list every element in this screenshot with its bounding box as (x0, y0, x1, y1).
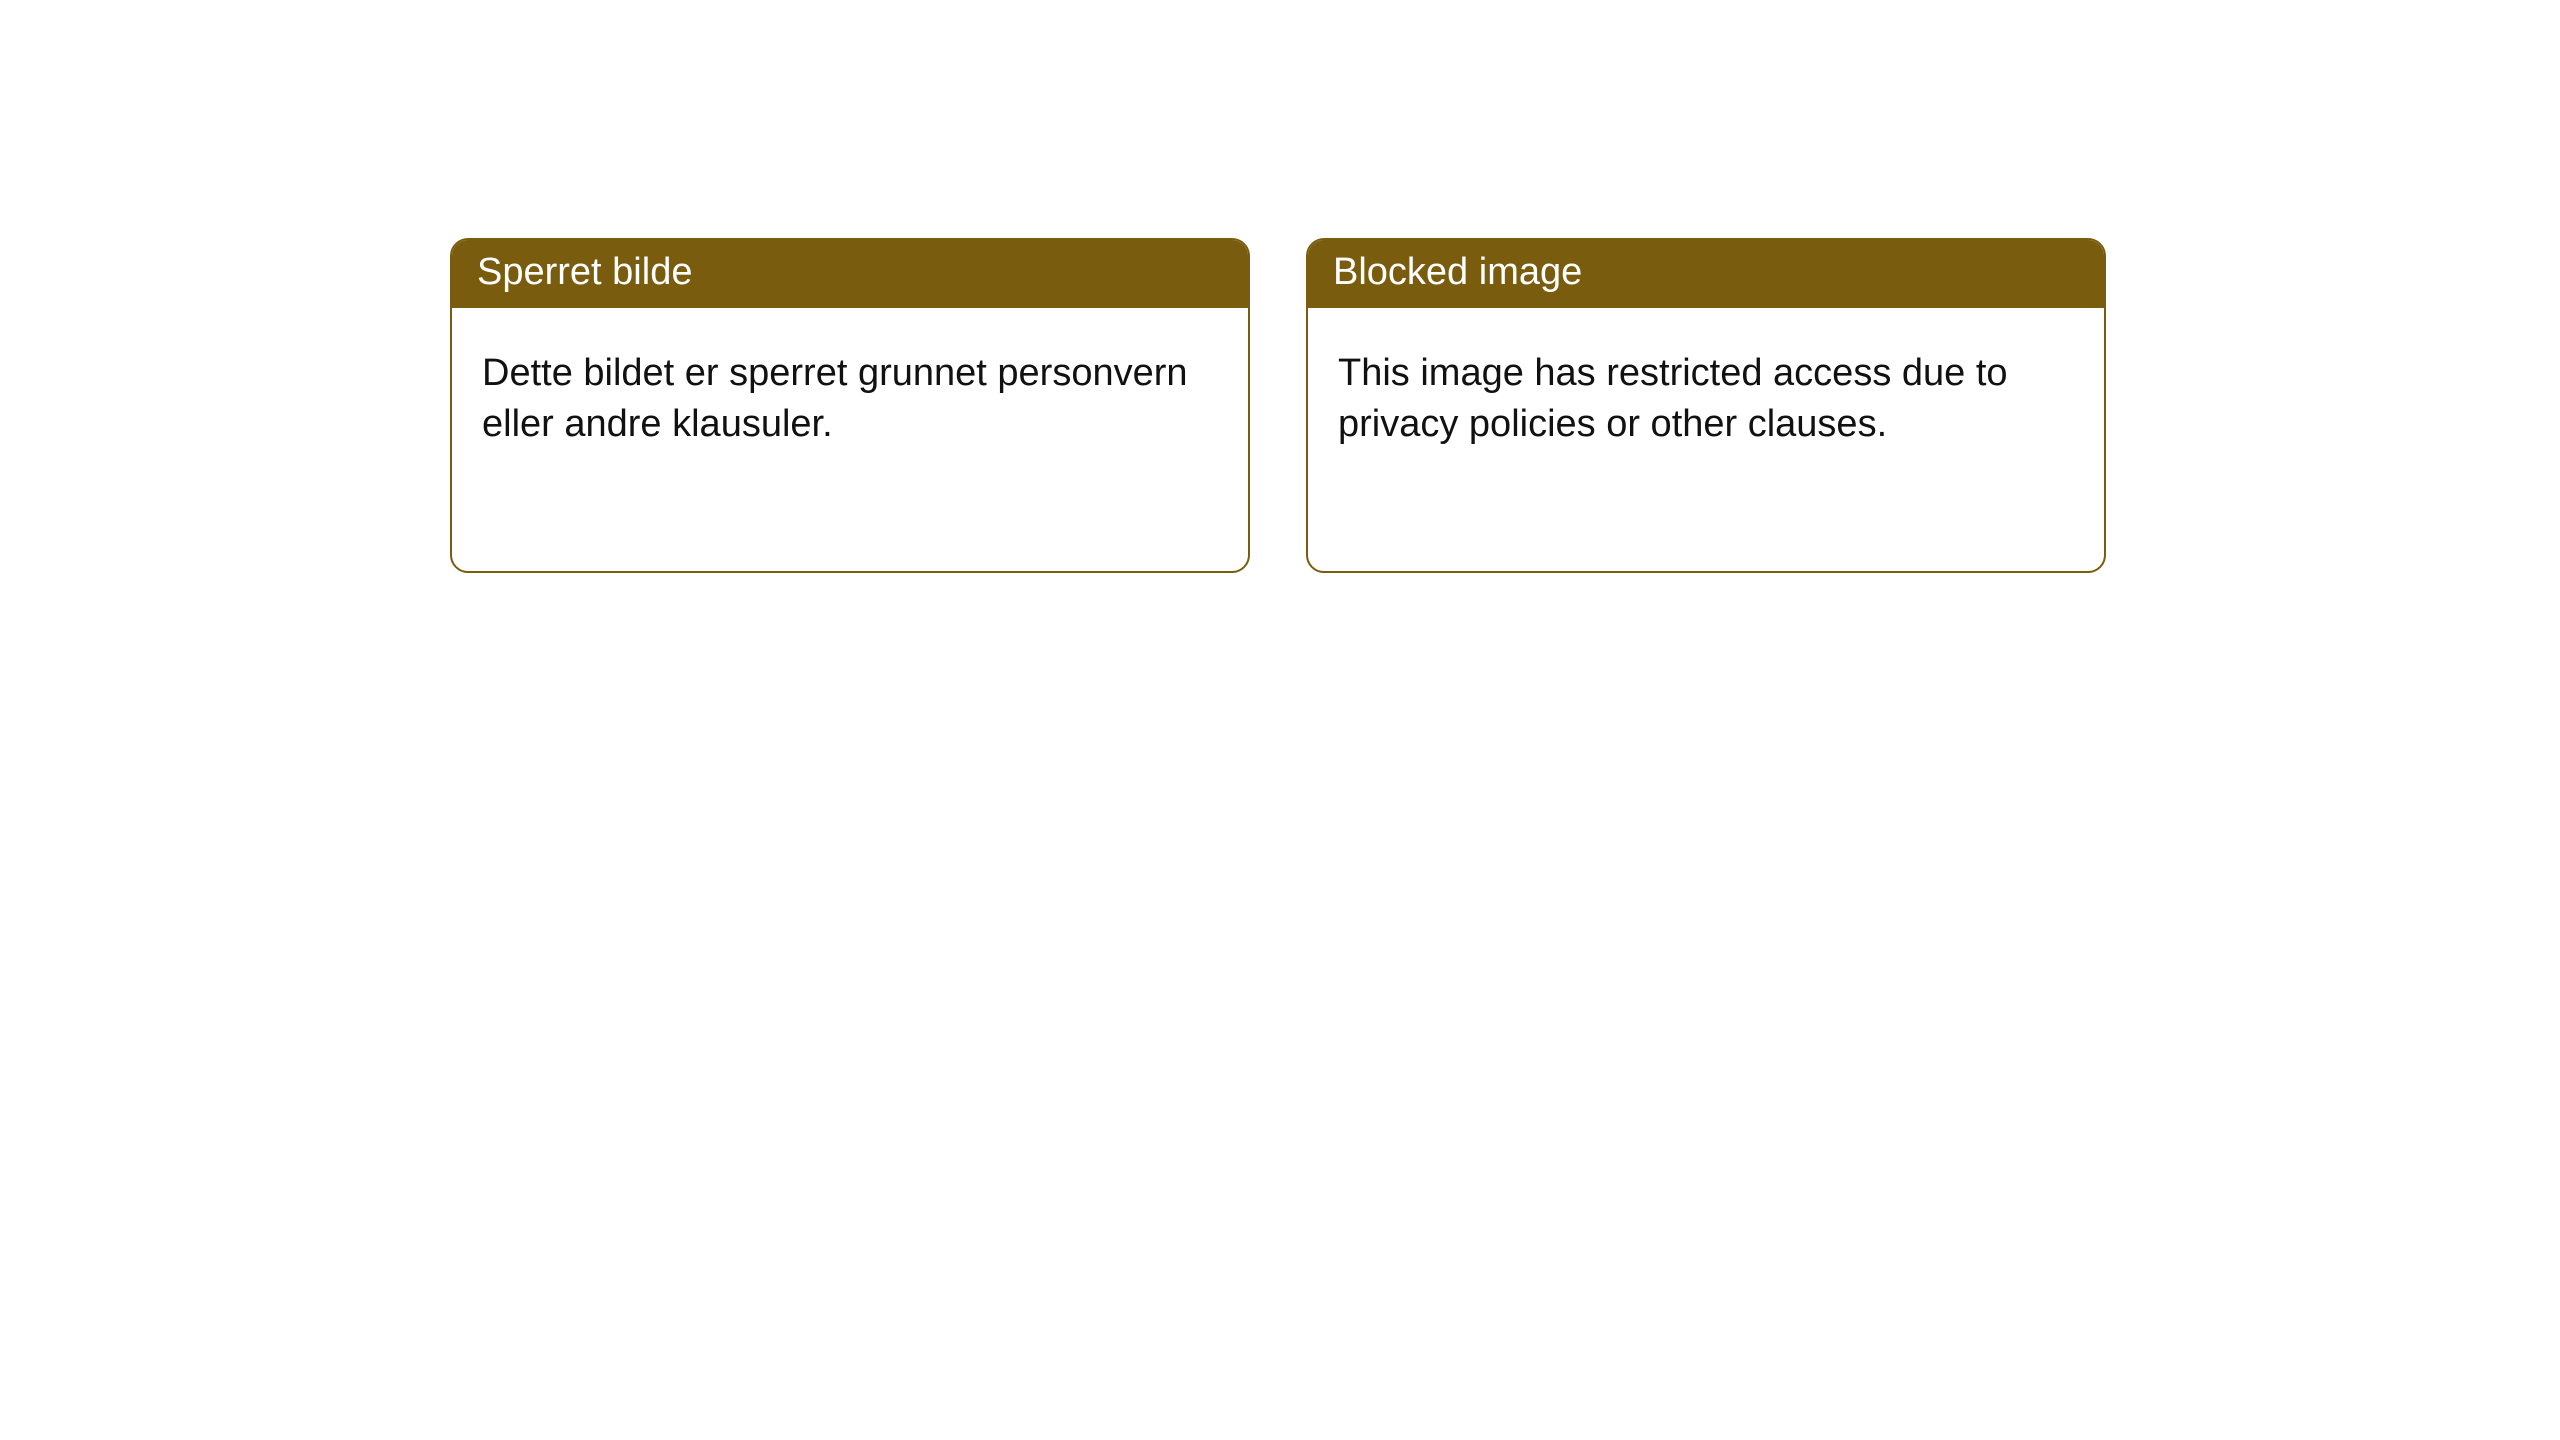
blocked-image-card-en: Blocked image This image has restricted … (1306, 238, 2106, 573)
card-body-no: Dette bildet er sperret grunnet personve… (452, 308, 1248, 481)
card-body-en: This image has restricted access due to … (1308, 308, 2104, 481)
card-header-en: Blocked image (1308, 240, 2104, 308)
notice-container: Sperret bilde Dette bildet er sperret gr… (0, 0, 2560, 573)
card-header-no: Sperret bilde (452, 240, 1248, 308)
blocked-image-card-no: Sperret bilde Dette bildet er sperret gr… (450, 238, 1250, 573)
